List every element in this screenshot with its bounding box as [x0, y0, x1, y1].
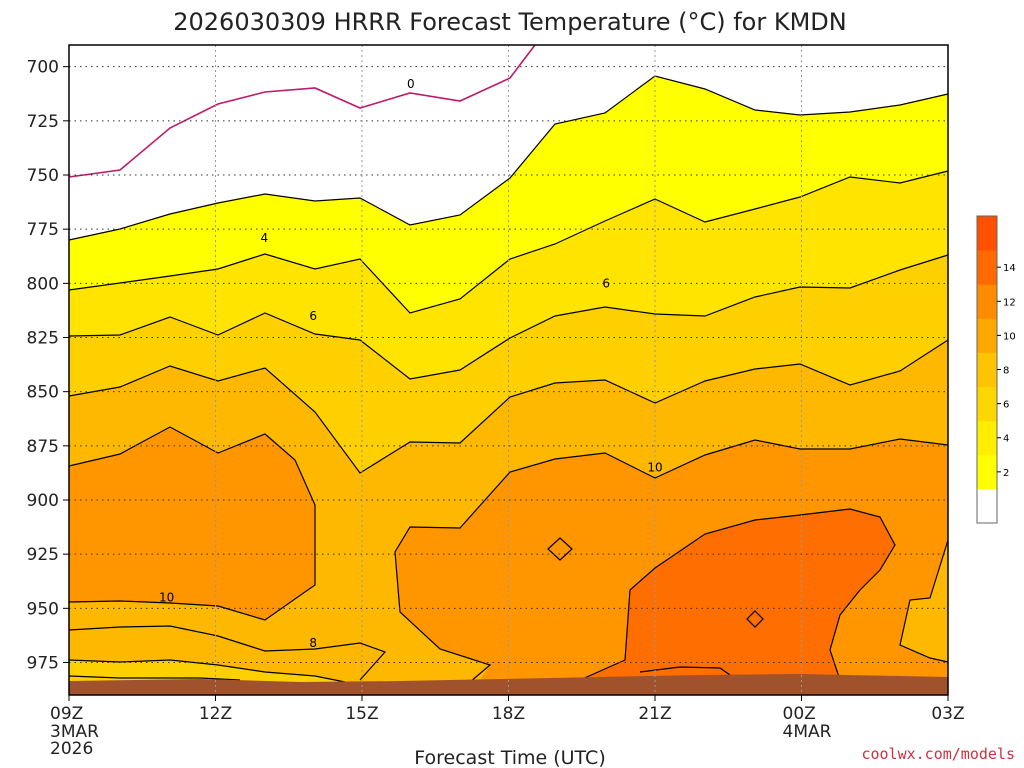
- x-tick-label-5: 00Z: [783, 704, 816, 724]
- colorbar-swatch-4: [977, 352, 997, 388]
- colorbar-swatch-2: [977, 420, 997, 456]
- colorbar-swatch-5: [977, 318, 997, 353]
- y-tick-label-0: 700: [27, 58, 59, 78]
- chart-title: 2026030309 HRRR Forecast Temperature (°C…: [173, 8, 847, 36]
- colorbar-swatch-7: [977, 250, 997, 285]
- y-axis: 700 725 750 775 800 825 850 875 900 925 950 975: [27, 58, 69, 674]
- y-tick-label-9: 925: [27, 545, 59, 565]
- contour-12c: [579, 508, 896, 681]
- contour-label-1: 4: [261, 231, 269, 245]
- contour-labels: 0 4 6 6 10 10 8: [159, 77, 663, 650]
- band-6-8-lower: [69, 660, 345, 682]
- x-tick-label-6: 03Z: [931, 704, 964, 724]
- ground-surface: [69, 674, 948, 695]
- x-tick-sublabel-0-0: 3MAR: [50, 722, 99, 742]
- x-tick-label-3: 18Z: [492, 704, 525, 724]
- contour-12c-dot: [746, 610, 764, 628]
- contour-4c: [68, 170, 949, 314]
- x-axis-label: Forecast Time (UTC): [414, 747, 605, 768]
- contour-12c-small: [547, 537, 573, 561]
- colorbar-swatch-3: [977, 386, 997, 422]
- contour-10c-right: [899, 539, 949, 663]
- x-tick-label-4: 21Z: [638, 704, 671, 724]
- watermark: coolwx.com/models: [861, 745, 1015, 763]
- contour-label-5: 10: [159, 591, 174, 605]
- x-tick-label-1: 12Z: [199, 704, 232, 724]
- y-tick-label-3: 775: [27, 220, 59, 240]
- contour-10c-mid: [394, 438, 949, 683]
- y-tick-label-7: 875: [27, 437, 59, 457]
- colorbar-swatch-8: [977, 216, 997, 251]
- contour-10c-left: [68, 426, 316, 621]
- plot-area: 0 4 6 6 10 10 8: [68, 44, 949, 696]
- contour-label-3: 6: [602, 276, 610, 290]
- x-tick-label-2: 15Z: [345, 704, 378, 724]
- x-tick-sublabel-5-0: 4MAR: [783, 722, 832, 742]
- band-12-14: [580, 509, 895, 680]
- contour-8c: [68, 339, 949, 474]
- colorbar-label-0: 2: [1003, 468, 1009, 479]
- contour-label-6: 8: [309, 636, 317, 650]
- colorbar-label-5: 12: [1003, 297, 1016, 308]
- colorbar-label-6: 14: [1003, 263, 1016, 274]
- colorbar-swatch-6: [977, 284, 997, 319]
- band-10-12: [69, 427, 315, 620]
- y-tick-label-6: 850: [27, 383, 59, 403]
- colorbar-swatch-1: [977, 454, 997, 490]
- y-tick-label-5: 825: [27, 329, 59, 349]
- y-tick-label-8: 900: [27, 491, 59, 511]
- contour-14c-lower: [639, 666, 731, 676]
- y-tick-label-10: 950: [27, 599, 59, 619]
- colorbar-label-4: 10: [1003, 331, 1016, 342]
- colorbar-swatch-0: [977, 488, 997, 524]
- contour-4c-lower: [68, 675, 241, 681]
- colorbar-label-3: 8: [1003, 366, 1009, 377]
- y-tick-label-4: 800: [27, 274, 59, 294]
- contour-label-0: 0: [407, 77, 415, 91]
- contour-0c: [68, 44, 536, 178]
- grid-lines: [69, 45, 948, 695]
- colorbar-label-2: 6: [1003, 400, 1009, 411]
- y-tick-label-2: 750: [27, 166, 59, 186]
- colorbar-label-1: 4: [1003, 434, 1009, 445]
- x-tick-label-0: 09Z: [50, 704, 83, 724]
- colorbar: 2 4 6 8 10 12 14: [976, 215, 1016, 524]
- y-tick-label-1: 725: [27, 112, 59, 132]
- contour-label-2: 6: [309, 309, 317, 323]
- x-tick-sublabel-0-1: 2026: [50, 739, 93, 759]
- contour-8c-lower: [68, 625, 387, 681]
- contour-2c: [68, 75, 949, 241]
- y-tick-label-11: 975: [27, 654, 59, 674]
- contour-label-4: 10: [647, 461, 662, 475]
- contour-lines: [68, 44, 949, 683]
